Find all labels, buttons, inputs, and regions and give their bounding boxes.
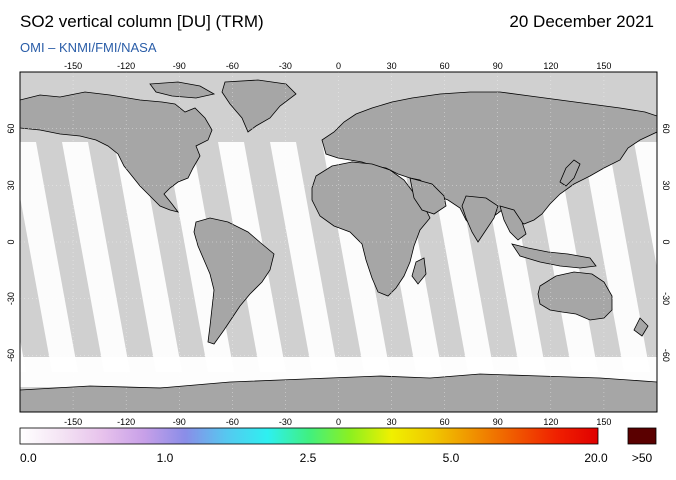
title: SO2 vertical column [DU] (TRM): [20, 12, 264, 31]
lon-tick-label: -120: [117, 61, 135, 71]
africa: [311, 161, 431, 297]
southeast-asia: [499, 205, 527, 241]
lon-ticks-bottom: -150 -120 -90 -60 -30 0 30 60 90 120 150: [64, 417, 611, 427]
orbit-swath: [270, 142, 338, 372]
orbit-swath: [582, 142, 650, 372]
lon-tick-label: -30: [279, 417, 292, 427]
colorbar-label: 2.5: [300, 451, 317, 465]
lat-ticks-right: 60 30 0 -30 -60: [661, 124, 671, 362]
lat-tick-label: 30: [661, 180, 671, 190]
date-label: 20 December 2021: [509, 12, 654, 31]
lon-tick-label: -90: [173, 417, 186, 427]
arctic-islands: [149, 81, 216, 99]
lon-tick-label: -150: [64, 417, 82, 427]
europe-asia: [321, 91, 657, 229]
map-frame: [19, 71, 658, 413]
colorbar-label: 5.0: [443, 451, 460, 465]
orbit-swath: [20, 142, 78, 372]
orbit-swath: [114, 142, 182, 372]
lat-tick-label: 60: [661, 124, 671, 134]
colorbar-labels: 0.0 1.0 2.5 5.0 20.0: [20, 451, 608, 465]
colorbar-label: 0.0: [20, 451, 37, 465]
lon-tick-label: 150: [596, 61, 611, 71]
colorbar-overflow-label: >50: [632, 451, 653, 465]
madagascar: [411, 257, 427, 285]
lon-tick-label: 120: [543, 61, 558, 71]
colorbar-label: 1.0: [157, 451, 174, 465]
north-america: [20, 91, 213, 213]
lat-tick-label: -60: [6, 349, 16, 362]
new-zealand: [633, 317, 649, 337]
lon-tick-label: 60: [440, 417, 450, 427]
greenland: [221, 79, 297, 133]
colorbar-label: 20.0: [584, 451, 608, 465]
lat-tick-label: 30: [6, 180, 16, 190]
south-america: [193, 217, 275, 345]
colorbar-overflow-swatch: [627, 427, 657, 445]
lat-tick-label: 60: [6, 124, 16, 134]
orbit-swath: [62, 142, 130, 372]
lat-ticks-left: 60 30 0 -30 -60: [6, 124, 16, 362]
lon-tick-label: -120: [117, 417, 135, 427]
australia: [537, 271, 613, 321]
lon-tick-label: 90: [493, 417, 503, 427]
lon-tick-label: 120: [543, 417, 558, 427]
lon-tick-label: -150: [64, 61, 82, 71]
lon-tick-label: -30: [279, 61, 292, 71]
lat-tick-label: 0: [6, 239, 16, 244]
lat-tick-label: 0: [661, 239, 671, 244]
lon-tick-label: -60: [226, 61, 239, 71]
lon-tick-label: 60: [440, 61, 450, 71]
lon-ticks-top: -150 -120 -90 -60 -30 0 30 60 90 120 150: [64, 61, 611, 71]
lon-tick-label: -90: [173, 61, 186, 71]
japan: [559, 159, 581, 187]
gridlines: [20, 72, 657, 412]
lon-tick-label: 30: [387, 417, 397, 427]
lon-tick-label: 150: [596, 417, 611, 427]
lat-tick-label: -30: [661, 292, 671, 305]
lon-tick-label: 30: [387, 61, 397, 71]
lat-tick-label: -60: [661, 349, 671, 362]
indonesia: [511, 243, 597, 269]
india: [461, 195, 499, 243]
subtitle: OMI – KNMI/FMI/NASA: [20, 40, 157, 55]
colorbar: [19, 427, 599, 445]
lat-tick-label: -30: [6, 292, 16, 305]
lon-tick-label: 0: [336, 417, 341, 427]
lon-tick-label: 0: [336, 61, 341, 71]
arabia: [409, 177, 447, 215]
lon-tick-label: -60: [226, 417, 239, 427]
lon-tick-label: 90: [493, 61, 503, 71]
orbit-swath: [634, 142, 657, 268]
